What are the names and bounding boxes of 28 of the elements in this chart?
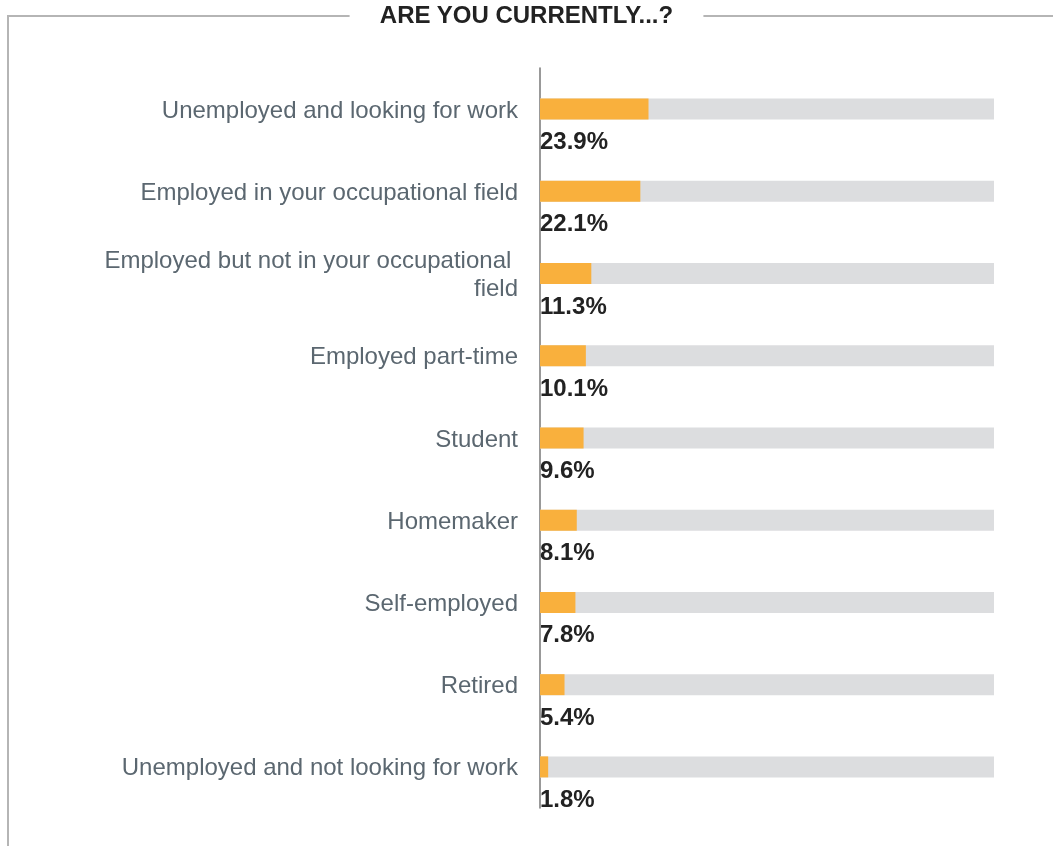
data-label: 8.1% (540, 538, 595, 566)
y-tick-label: Employed part-time (309, 342, 518, 370)
y-tick-label: Retired (440, 671, 518, 699)
bar (540, 756, 549, 778)
data-label: 11.3% (540, 291, 607, 319)
data-label: 5.4% (540, 702, 595, 730)
bar (540, 180, 641, 202)
bar (540, 674, 565, 696)
data-label: 23.9% (540, 127, 609, 155)
bar (540, 345, 586, 367)
y-tick-label: Unemployed and looking for work (161, 95, 519, 123)
data-label: 1.8% (540, 784, 595, 812)
data-label: 22.1% (540, 209, 609, 237)
chart-title: ARE YOU CURRENTLY...? (379, 0, 674, 28)
y-tick-label: Self-employed (364, 588, 518, 616)
y-tick-label: Employed but not in your occupational field (104, 246, 518, 302)
bar (540, 263, 592, 285)
bar (540, 427, 584, 449)
bar (540, 98, 649, 120)
y-tick-label: Homemaker (387, 506, 518, 534)
bar (540, 509, 577, 531)
data-label: 10.1% (540, 373, 609, 401)
data-label: 7.8% (540, 620, 595, 648)
data-label: 9.6% (540, 456, 595, 483)
y-tick-label: Student (435, 424, 519, 452)
y-tick-label: Employed in your occupational field (140, 177, 518, 205)
bar (540, 591, 576, 613)
y-tick-label: Unemployed and not looking for work (121, 753, 519, 781)
